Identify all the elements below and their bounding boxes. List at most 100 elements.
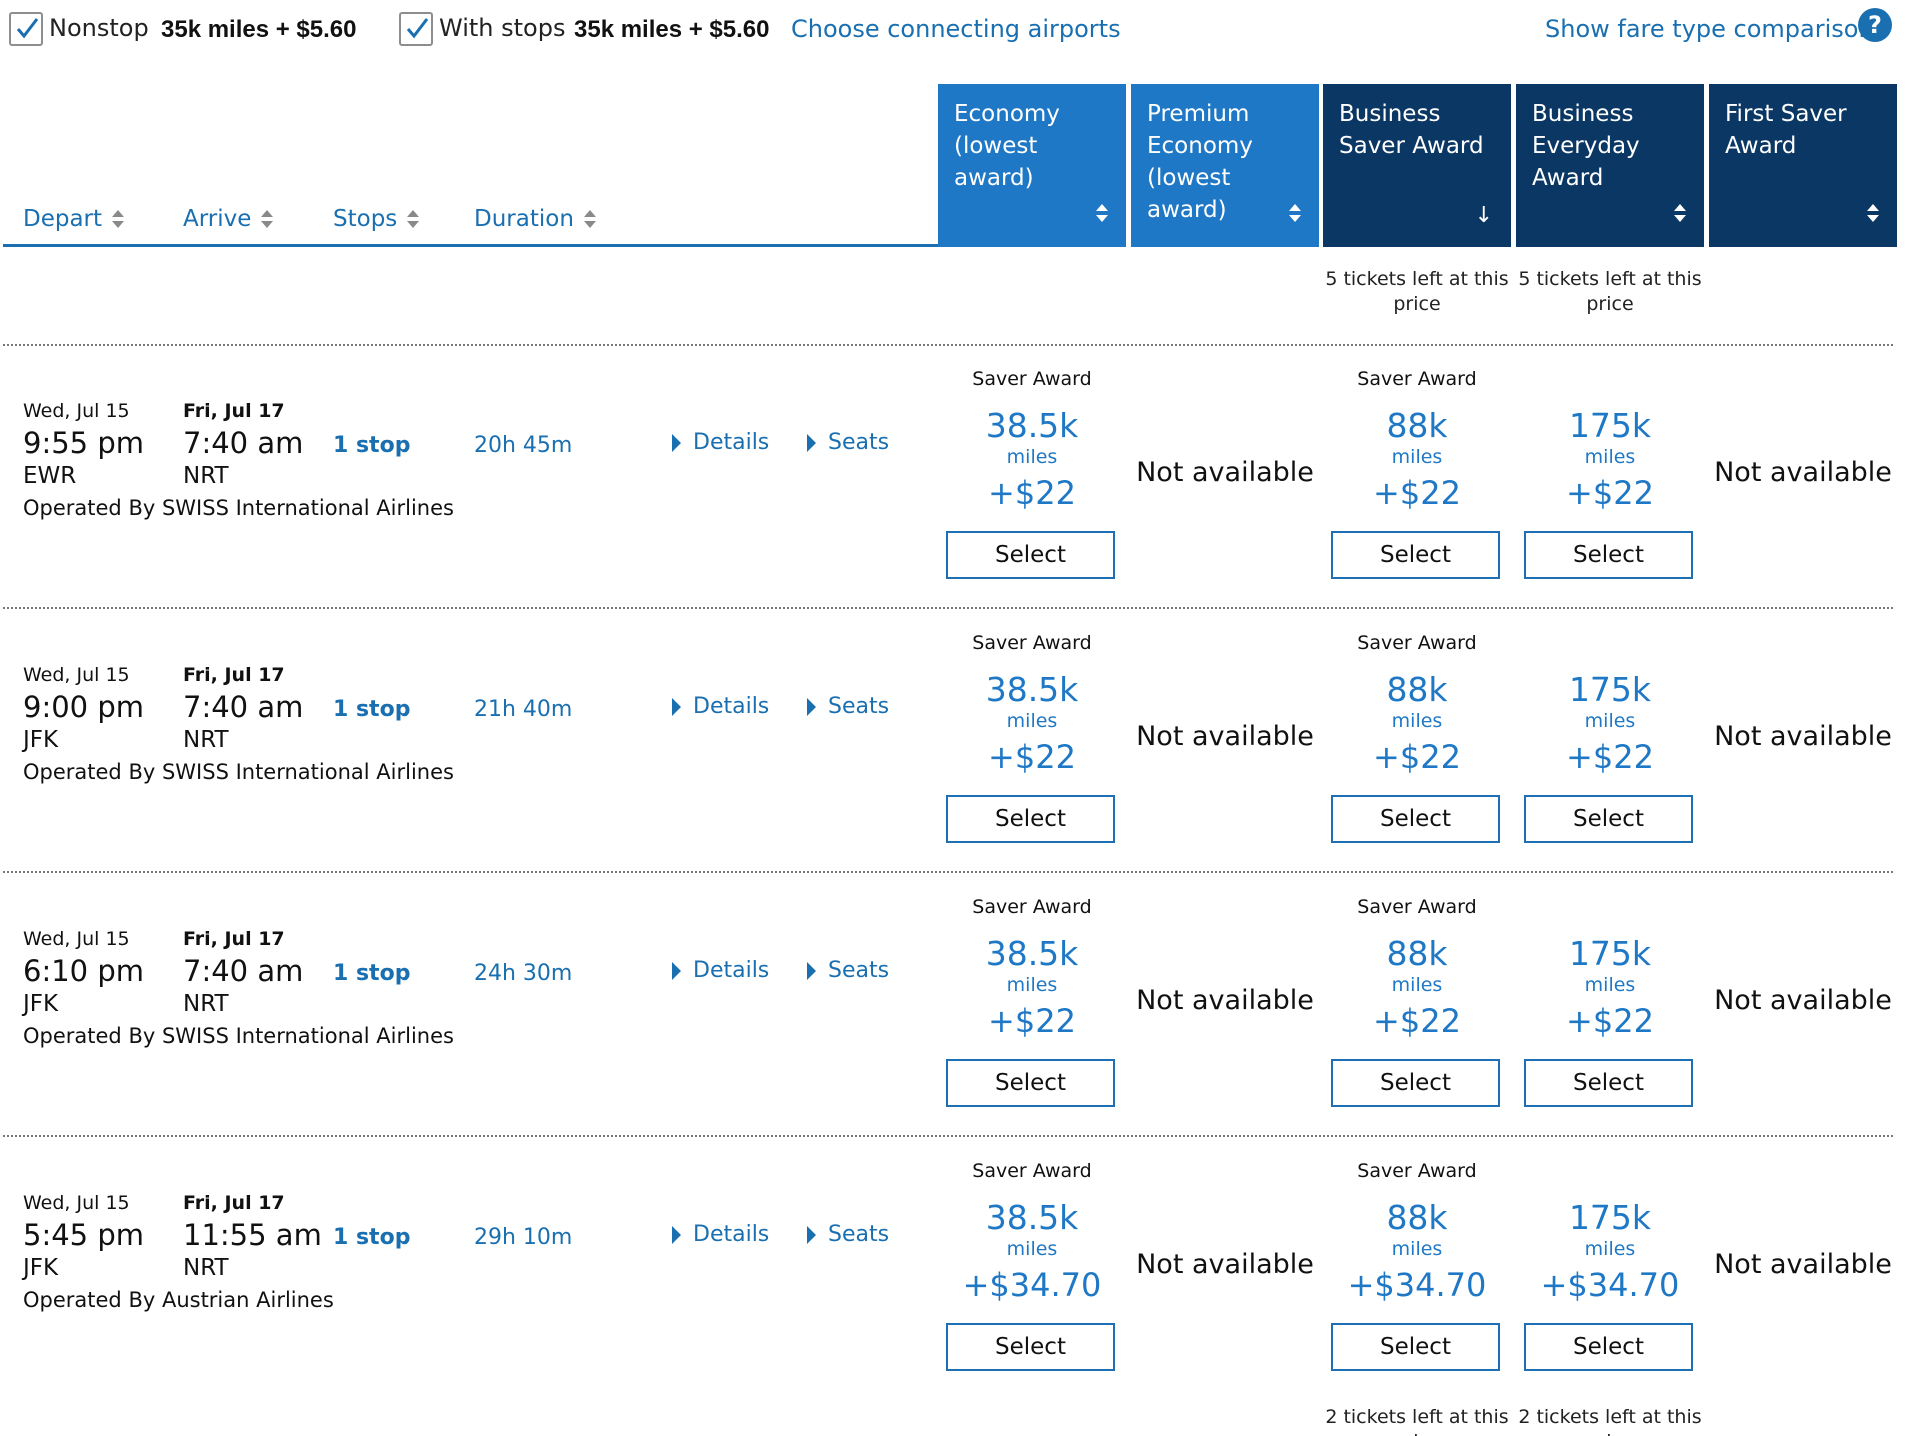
seats-link[interactable]: Seats	[807, 958, 889, 983]
sort-stops[interactable]: Stops	[333, 206, 420, 232]
duration: 24h 30m	[474, 961, 573, 986]
choose-connecting-airports-link[interactable]: Choose connecting airports	[791, 15, 1121, 43]
checkmark-icon	[16, 18, 39, 39]
fare-tax: +$34.70	[1540, 1266, 1680, 1304]
select-business-everyday-button[interactable]: Select	[1524, 795, 1693, 843]
with-stops-price: 35k miles + $5.60	[574, 16, 770, 43]
details-link[interactable]: Details	[672, 430, 769, 455]
not-available: Not available	[1714, 457, 1892, 488]
row-separator	[3, 344, 1893, 346]
row-separator	[3, 607, 1893, 609]
award-type: Saver Award	[972, 368, 1092, 390]
details-label: Details	[693, 958, 770, 983]
arrive-date: Fri, Jul 17	[183, 400, 285, 422]
cabin-header-text: Everyday	[1532, 133, 1640, 159]
select-business-saver-button[interactable]: Select	[1331, 531, 1500, 579]
depart-airport: JFK	[23, 991, 59, 1017]
seats-link[interactable]: Seats	[807, 430, 889, 455]
depart-time: 9:00 pm	[23, 690, 144, 724]
help-icon[interactable]: ?	[1858, 8, 1892, 42]
expand-triangle-icon	[807, 1225, 816, 1244]
fare-tax: +$22	[988, 474, 1076, 512]
select-economy-button[interactable]: Select	[946, 531, 1115, 579]
select-economy-button[interactable]: Select	[946, 1323, 1115, 1371]
cabin-header-text: award)	[954, 165, 1034, 191]
details-label: Details	[693, 1222, 770, 1247]
seats-label: Seats	[828, 958, 890, 983]
depart-airport: JFK	[23, 1255, 59, 1281]
arrive-date: Fri, Jul 17	[183, 1192, 285, 1214]
fare-miles: 88k	[1386, 670, 1448, 709]
sort-duration-label: Duration	[474, 206, 574, 232]
details-link[interactable]: Details	[672, 694, 769, 719]
fare-miles: 88k	[1386, 406, 1448, 445]
select-economy-button[interactable]: Select	[946, 1059, 1115, 1107]
header-underline	[3, 244, 938, 247]
flight-row: Wed, Jul 15 9:00 pm JFK Fri, Jul 17 7:40…	[0, 610, 1920, 874]
cabin-header-business-everyday[interactable]: Business Everyday Award	[1516, 84, 1704, 247]
miles-unit: miles	[1391, 974, 1443, 996]
fare-tax: +$34.70	[1347, 1266, 1487, 1304]
select-business-saver-button[interactable]: Select	[1331, 1323, 1500, 1371]
cabin-header-text: (lowest	[1147, 165, 1231, 191]
stops-link[interactable]: 1 stop	[333, 961, 411, 986]
cabin-header-economy[interactable]: Economy (lowest award)	[938, 84, 1126, 247]
sort-depart-label: Depart	[23, 206, 103, 232]
arrive-airport: NRT	[183, 463, 229, 489]
select-business-everyday-button[interactable]: Select	[1524, 1323, 1693, 1371]
fare-miles: 38.5k	[985, 1198, 1079, 1237]
stops-link[interactable]: 1 stop	[333, 697, 411, 722]
select-business-saver-button[interactable]: Select	[1331, 795, 1500, 843]
sort-duration[interactable]: Duration	[474, 206, 596, 232]
cabin-header-business-saver[interactable]: Business Saver Award ↓	[1323, 84, 1511, 247]
cabin-header-text: Award	[1725, 133, 1797, 159]
select-business-everyday-button[interactable]: Select	[1524, 531, 1693, 579]
fare-tax: +$22	[1373, 738, 1461, 776]
duration: 20h 45m	[474, 433, 573, 458]
sort-arrows-icon	[1289, 203, 1301, 223]
award-type: Saver Award	[972, 896, 1092, 918]
stops-link[interactable]: 1 stop	[333, 1225, 411, 1250]
arrive-time: 7:40 am	[183, 426, 304, 460]
tickets-left-note: 2 tickets left at this price	[1518, 1406, 1702, 1436]
seats-link[interactable]: Seats	[807, 694, 889, 719]
cabin-header-premium-economy[interactable]: Premium Economy (lowest award)	[1131, 84, 1319, 247]
fare-tax: +$22	[988, 1002, 1076, 1040]
nonstop-checkbox[interactable]	[9, 12, 43, 46]
miles-unit: miles	[1391, 710, 1443, 732]
select-business-saver-button[interactable]: Select	[1331, 1059, 1500, 1107]
expand-triangle-icon	[807, 433, 816, 452]
fare-miles: 175k	[1568, 406, 1652, 445]
select-business-everyday-button[interactable]: Select	[1524, 1059, 1693, 1107]
fare-miles: 175k	[1568, 934, 1652, 973]
filter-bar: Nonstop 35k miles + $5.60 With stops 35k…	[0, 0, 1920, 60]
expand-triangle-icon	[807, 961, 816, 980]
select-economy-button[interactable]: Select	[946, 795, 1115, 843]
flight-row: Wed, Jul 15 5:45 pm JFK Fri, Jul 17 11:5…	[0, 1138, 1920, 1436]
award-type: Saver Award	[972, 632, 1092, 654]
sort-arrive[interactable]: Arrive	[183, 206, 274, 232]
cabin-header-text: Economy	[1147, 133, 1253, 159]
miles-unit: miles	[1006, 710, 1058, 732]
sort-arrows-icon	[112, 209, 125, 229]
details-link[interactable]: Details	[672, 958, 769, 983]
cabin-header-text: Business	[1532, 101, 1634, 127]
with-stops-checkbox[interactable]	[399, 12, 433, 46]
details-link[interactable]: Details	[672, 1222, 769, 1247]
stops-link[interactable]: 1 stop	[333, 433, 411, 458]
sort-depart[interactable]: Depart	[23, 206, 125, 232]
fare-tax: +$22	[1566, 738, 1654, 776]
depart-date: Wed, Jul 15	[23, 400, 130, 422]
not-available: Not available	[1136, 721, 1314, 752]
cabin-header-text: Saver Award	[1339, 133, 1484, 159]
flight-row: Wed, Jul 15 6:10 pm JFK Fri, Jul 17 7:40…	[0, 874, 1920, 1138]
cabin-header-first-saver[interactable]: First Saver Award	[1709, 84, 1897, 247]
fare-tax: +$22	[1566, 474, 1654, 512]
seats-link[interactable]: Seats	[807, 1222, 889, 1247]
arrive-time: 7:40 am	[183, 954, 304, 988]
not-available: Not available	[1714, 985, 1892, 1016]
duration: 21h 40m	[474, 697, 573, 722]
depart-time: 5:45 pm	[23, 1218, 144, 1252]
fare-type-comparison-link[interactable]: Show fare type comparison	[1545, 15, 1874, 43]
miles-unit: miles	[1584, 446, 1636, 468]
